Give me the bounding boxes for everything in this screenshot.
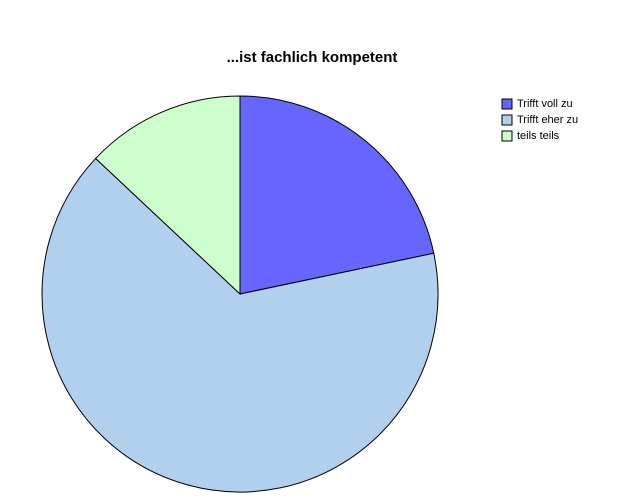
- legend-swatch: [501, 114, 513, 126]
- legend-label: teils teils: [517, 130, 560, 142]
- pie-slice: [41, 157, 439, 493]
- legend-swatch: [501, 98, 513, 110]
- legend-label: Trifft voll zu: [517, 98, 573, 110]
- legend-swatch: [501, 130, 513, 142]
- pie-slice: [239, 95, 435, 295]
- chart-title: ...ist fachlich kompetent: [227, 49, 398, 66]
- legend-label: Trifft eher zu: [517, 114, 578, 126]
- pie-slice: [94, 95, 241, 296]
